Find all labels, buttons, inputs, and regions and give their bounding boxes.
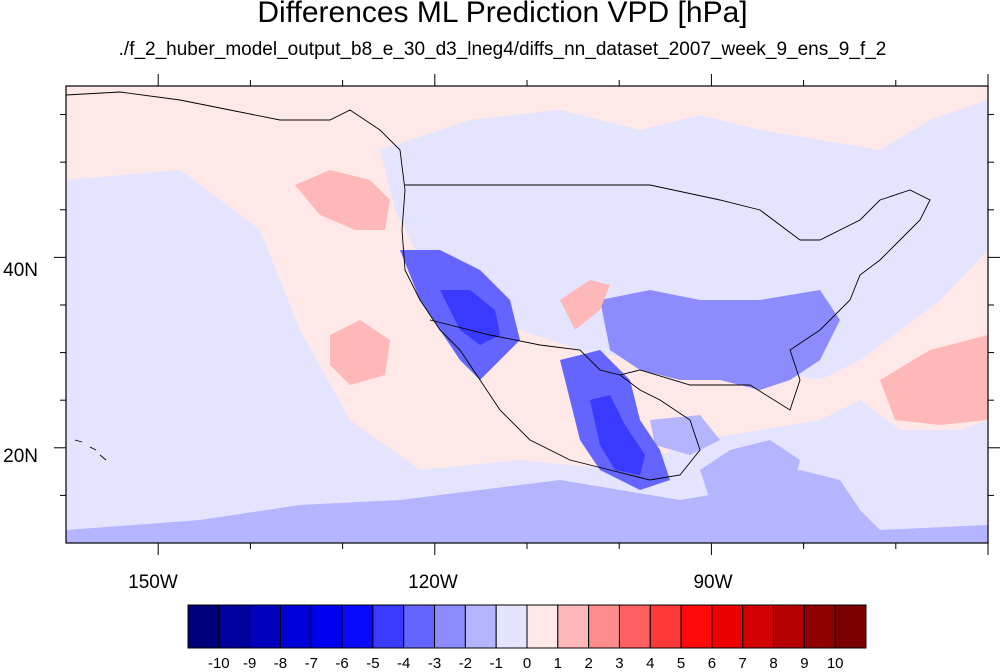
- colorbar-box: [834, 604, 867, 649]
- colorbar-label: 1: [554, 655, 562, 672]
- hawaii-islands: [74, 439, 107, 461]
- colorbar-box: [557, 604, 590, 649]
- us-canada-border: [405, 184, 801, 241]
- colorbar-box: [310, 604, 343, 649]
- coastlines: [65, 91, 931, 481]
- colorbar-label: -4: [397, 655, 410, 672]
- colorbar-box: [680, 604, 713, 649]
- colorbar-box: [434, 604, 466, 649]
- axis-ticks: [54, 74, 1000, 555]
- colorbar-label: 10: [827, 655, 844, 672]
- colorbar-label: 8: [769, 655, 777, 672]
- colorbar-label: -7: [305, 655, 318, 672]
- colorbar-box: [711, 604, 744, 649]
- colorbar-label: 4: [646, 655, 654, 672]
- y-tick-label-20n: 20N: [3, 446, 38, 467]
- colorbar-box: [588, 604, 620, 649]
- southeast-negative-area: [600, 290, 840, 390]
- colorbar-label: 0: [523, 655, 531, 672]
- caribbean-negative-area: [700, 440, 800, 530]
- colorbar-box: [403, 604, 436, 649]
- colorbar-labels: -10 -9 -8 -7 -6 -5 -4 -3 -2 -1 0 1 2 3 4 5 6 7 8 9 10: [208, 655, 844, 672]
- colorbar-label: -3: [428, 655, 441, 672]
- colorbar-box: [187, 604, 220, 649]
- colorbar-label: 6: [708, 655, 716, 672]
- pacific-positive-area: [330, 320, 390, 385]
- colorbar-box: [464, 604, 497, 649]
- mexico-core-negative-area: [590, 395, 645, 475]
- colorbar-label: -6: [335, 655, 348, 672]
- colorbar-label: -8: [274, 655, 287, 672]
- colorbar-label: 5: [677, 655, 685, 672]
- canada-weak-negative-area: [380, 100, 988, 380]
- texas-positive-area: [560, 280, 610, 330]
- colorbar-box: [279, 604, 312, 649]
- colorbar-box: [249, 604, 281, 649]
- us-mexico-border: [429, 319, 621, 376]
- colorbar-label: -1: [490, 655, 503, 672]
- y-tick-label-40n: 40N: [3, 260, 38, 281]
- colorbar-label: 2: [584, 655, 592, 672]
- colorbar-box: [742, 604, 775, 649]
- colorbar-box: [803, 604, 836, 649]
- colorbar-box: [495, 604, 528, 649]
- gulf-negative-area: [650, 415, 720, 455]
- colorbar-label: 9: [800, 655, 808, 672]
- colorbar-box: [618, 604, 651, 649]
- page-title: Differences ML Prediction VPD [hPa]: [257, 0, 748, 29]
- x-tick-label-90w: 90W: [693, 572, 732, 593]
- colorbar-box: [649, 604, 682, 649]
- colorbar-label: 3: [615, 655, 623, 672]
- colorbar-label: -2: [459, 655, 472, 672]
- colorbar-label: -9: [243, 655, 256, 672]
- southwest-core-negative-area: [440, 290, 500, 345]
- x-tick-label-150w: 150W: [128, 572, 178, 593]
- colorbar: [187, 604, 867, 649]
- atlantic-positive-area: [880, 335, 988, 425]
- colorbar-box: [218, 604, 251, 649]
- colorbar-box: [372, 604, 405, 649]
- colorbar-box: [526, 604, 559, 649]
- page-subtitle: ./f_2_huber_model_output_b8_e_30_d3_lneg…: [118, 39, 887, 60]
- pacific-northwest-positive-area: [295, 170, 390, 230]
- colorbar-label: -10: [208, 655, 230, 672]
- colorbar-label: 7: [739, 655, 747, 672]
- colorbar-label: -5: [366, 655, 379, 672]
- map-fill: [66, 86, 988, 543]
- colorbar-box: [341, 604, 374, 649]
- north-america-coastline: [65, 91, 931, 481]
- x-tick-label-120w: 120W: [408, 572, 458, 593]
- colorbar-box: [773, 604, 805, 649]
